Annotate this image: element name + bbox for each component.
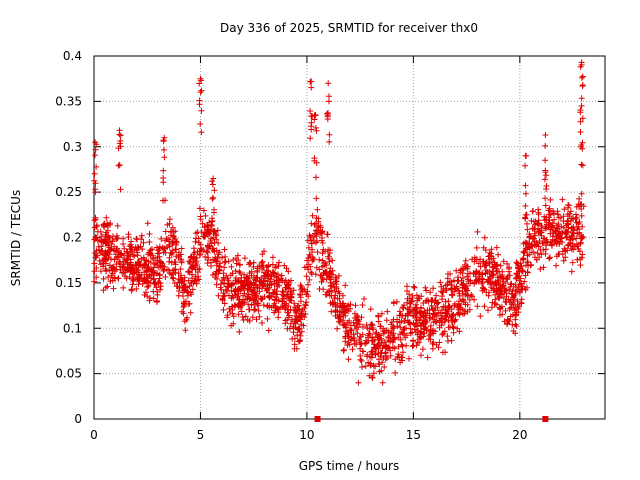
grid-lines <box>94 56 605 419</box>
x-axis-label: GPS time / hours <box>299 459 400 473</box>
y-tick-label: 0.3 <box>63 140 82 154</box>
chart-title: Day 336 of 2025, SRMTID for receiver thx… <box>220 21 478 35</box>
srmtid-points <box>91 59 587 386</box>
zero-marker <box>314 416 321 422</box>
y-axis-label: SRMTID / TECUs <box>9 190 23 286</box>
data-points <box>91 59 587 422</box>
y-tick-label: 0.25 <box>55 185 82 199</box>
y-tick-label: 0.15 <box>55 276 82 290</box>
y-tick-label: 0.05 <box>55 367 82 381</box>
x-tick-label: 10 <box>299 428 314 442</box>
y-tick-label: 0.1 <box>63 321 82 335</box>
x-tick-label: 0 <box>90 428 98 442</box>
y-tick-label: 0.4 <box>63 49 82 63</box>
y-tick-label: 0.35 <box>55 94 82 108</box>
axis-ticks: 0 0.05 0.1 0.15 0.2 0.25 0.3 0.35 0.4 0 5 10 15 20 <box>55 49 605 442</box>
x-tick-label: 5 <box>197 428 205 442</box>
x-tick-label: 20 <box>512 428 527 442</box>
y-tick-label: 0 <box>74 412 82 426</box>
x-tick-label: 15 <box>406 428 421 442</box>
y-tick-label: 0.2 <box>63 231 82 245</box>
zero-marker <box>542 416 549 422</box>
